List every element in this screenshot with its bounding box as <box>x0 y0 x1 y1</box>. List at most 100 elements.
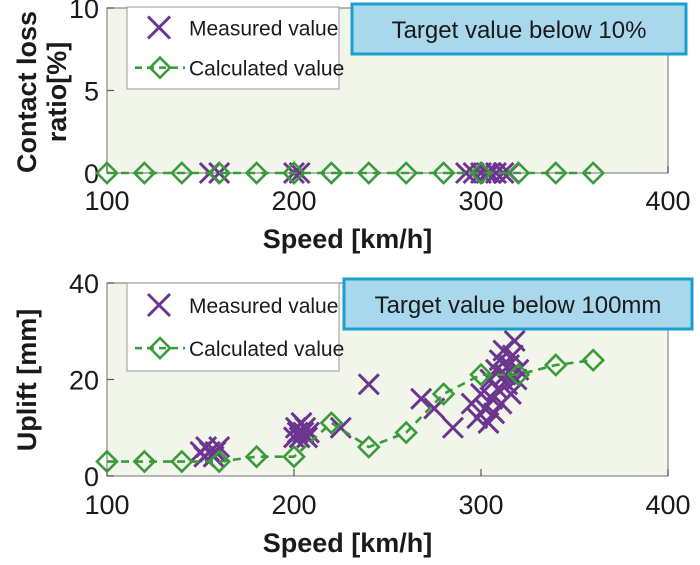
data-point-measured <box>483 402 506 425</box>
x-tick-label: 200 <box>271 186 316 216</box>
data-point-calculated <box>207 449 232 474</box>
legend-marker-measured <box>146 15 172 40</box>
legend-marker-measured <box>146 292 172 318</box>
data-point-measured <box>499 382 522 406</box>
target-box <box>342 277 694 331</box>
x-tick-label: 400 <box>645 490 690 520</box>
y-tick-label: 20 <box>69 366 99 396</box>
data-point-calculated <box>132 161 157 185</box>
data-point-calculated <box>319 161 344 185</box>
data-point-calculated <box>169 449 194 474</box>
data-point-calculated <box>506 161 531 185</box>
marker-stroke <box>329 416 352 439</box>
target-label: Target value below 100mm <box>375 292 662 319</box>
x-axis-label: Speed [km/h] <box>263 528 433 558</box>
y-tick-label: 10 <box>69 0 99 24</box>
data-point-measured <box>410 387 433 410</box>
marker-stroke <box>499 382 522 406</box>
marker-stroke <box>473 397 496 420</box>
data-point-calculated <box>469 362 493 387</box>
y-axis-label-line: Uplift [mm] <box>12 309 42 451</box>
data-point-calculated <box>319 411 344 435</box>
chart-1: 100 200 300 400 0 5 10 Speed [km/h] Contact loss… <box>12 0 691 254</box>
marker-stroke <box>288 161 311 185</box>
data-point-calculated <box>506 362 531 387</box>
data-point-calculated <box>132 449 157 474</box>
marker-stroke <box>357 373 380 396</box>
x-tick-label: 100 <box>84 490 129 520</box>
marker-stroke <box>208 435 231 459</box>
data-point-calculated <box>244 444 269 469</box>
marker-stroke <box>146 15 172 40</box>
y-tick-label: 40 <box>69 269 99 299</box>
y-axis-label-line: Contact loss <box>12 11 42 173</box>
series-calculated <box>95 348 606 474</box>
data-point-calculated <box>356 161 381 185</box>
target-box <box>350 2 688 56</box>
y-axis-label: Contact lossratio[%] <box>12 11 72 173</box>
x-tick-label: 100 <box>84 186 129 216</box>
marker-stroke <box>503 329 526 352</box>
data-point-calculated <box>244 161 269 185</box>
marker-stroke <box>146 292 172 318</box>
x-axis-label: Speed [km/h] <box>263 224 433 254</box>
data-point-calculated <box>95 449 119 474</box>
y-axis-label-line: ratio[%] <box>42 42 72 143</box>
data-point-calculated <box>394 161 419 185</box>
legend-label-measured: Measured value <box>189 18 338 41</box>
marker-stroke <box>501 344 524 367</box>
legend: Measured value Calculated value <box>126 6 344 90</box>
x-tick-label: 300 <box>458 490 503 520</box>
data-point-measured <box>469 382 493 406</box>
marker-stroke <box>466 407 489 430</box>
data-point-calculated <box>431 161 456 185</box>
marker-stroke <box>297 421 321 444</box>
data-point-measured <box>288 161 311 185</box>
marker-stroke <box>296 426 319 449</box>
target-annotation: Target value below 10% <box>350 2 688 56</box>
data-point-calculated <box>543 353 568 377</box>
y-tick-label: 0 <box>84 159 99 189</box>
y-axis-label: Uplift [mm] <box>12 309 42 451</box>
data-point-calculated <box>431 382 456 406</box>
series-calculated <box>95 161 606 185</box>
data-point-calculated <box>282 444 306 469</box>
data-point-measured <box>297 421 321 444</box>
marker-stroke <box>483 402 506 425</box>
data-point-calculated <box>356 435 381 459</box>
target-annotation: Target value below 100mm <box>342 277 694 331</box>
data-point-measured <box>441 416 465 439</box>
data-point-calculated <box>207 161 232 185</box>
legend-label-calculated: Calculated value <box>189 338 344 361</box>
chart-2: 100 200 300 400 0 20 40 Speed [km/h] Uplift [mm]… <box>12 269 694 558</box>
x-tick-label: 400 <box>645 186 690 216</box>
y-tick-label: 0 <box>84 462 99 492</box>
marker-stroke <box>410 387 433 410</box>
legend: Measured value Calculated value <box>126 282 344 372</box>
data-point-calculated <box>282 161 306 185</box>
series-line <box>107 358 594 463</box>
data-point-calculated <box>543 161 568 185</box>
data-point-measured <box>503 329 526 352</box>
data-point-measured <box>208 435 231 459</box>
marker-stroke <box>469 382 493 406</box>
data-point-calculated <box>581 348 606 373</box>
data-point-calculated <box>394 420 419 445</box>
data-point-calculated <box>581 161 606 185</box>
data-point-measured <box>466 407 489 430</box>
data-point-calculated <box>469 161 493 185</box>
x-tick-label: 300 <box>458 186 503 216</box>
data-point-measured <box>296 426 319 449</box>
target-label: Target value below 10% <box>392 17 647 44</box>
y-tick-label: 5 <box>84 77 99 107</box>
legend-label-measured: Measured value <box>189 295 338 318</box>
data-point-measured <box>357 373 380 396</box>
data-point-calculated <box>169 161 194 185</box>
x-tick-label: 200 <box>271 490 316 520</box>
marker-stroke <box>441 416 465 439</box>
legend-marker-calculated <box>148 55 172 80</box>
data-point-calculated <box>95 161 119 185</box>
legend-marker-calculated <box>148 336 172 360</box>
legend-label-calculated: Calculated value <box>189 58 344 81</box>
